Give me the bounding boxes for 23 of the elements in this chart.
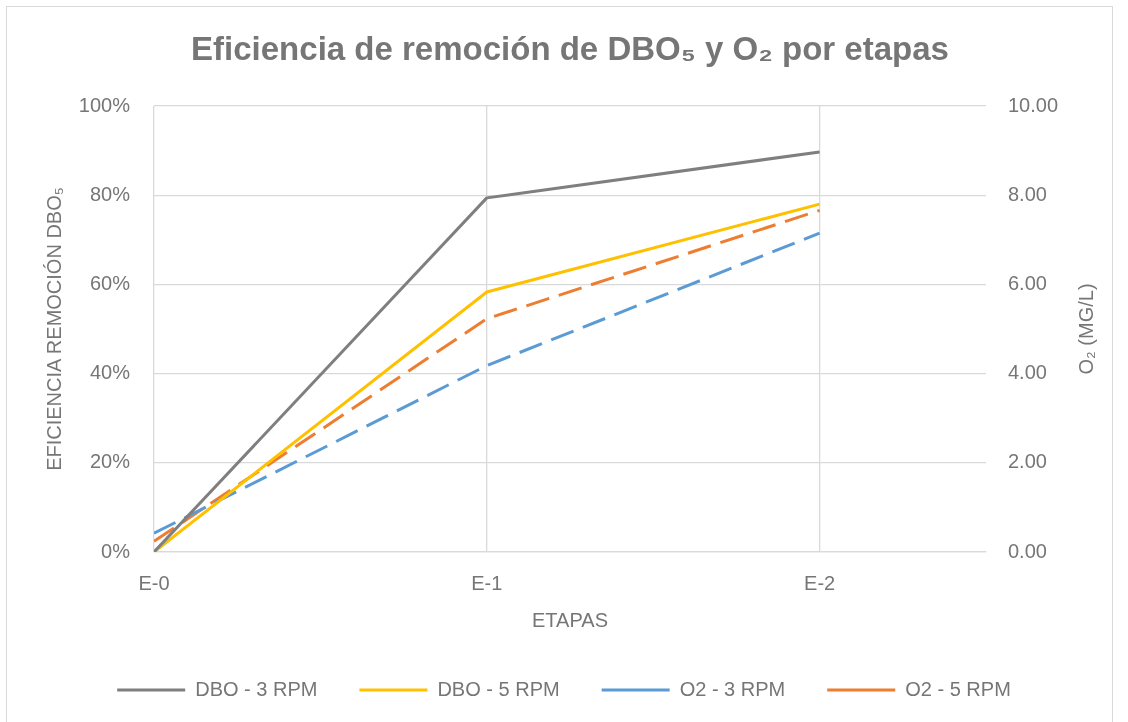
x-axis-title: ETAPAS bbox=[532, 608, 608, 631]
y2-tick-label: 8.00 bbox=[1008, 182, 1047, 205]
legend-label: O2 - 5 RPM bbox=[905, 677, 1011, 700]
y-tick-label: 40% bbox=[89, 361, 131, 384]
y2-tick-label: 10.00 bbox=[1008, 93, 1059, 116]
x-tick-label: E-0 bbox=[138, 571, 170, 594]
y-tick-label: 60% bbox=[89, 271, 131, 294]
y-tick-label: 100% bbox=[78, 93, 131, 116]
y-tick-label: 0% bbox=[101, 539, 131, 562]
y-tick-label: 20% bbox=[89, 450, 131, 473]
legend-label: DBO - 5 RPM bbox=[437, 677, 560, 700]
y2-tick-label: 6.00 bbox=[1008, 271, 1047, 294]
y2-tick-label: 0.00 bbox=[1008, 539, 1047, 562]
chart-title: Eficiencia de remoción de DBO₅ y O₂ por etapas bbox=[191, 30, 949, 68]
x-tick-label: E-2 bbox=[804, 571, 836, 594]
y2-tick-label: 2.00 bbox=[1008, 450, 1047, 473]
y-tick-label: 80% bbox=[89, 182, 131, 205]
y2-tick-label: 4.00 bbox=[1008, 361, 1047, 384]
y2-axis-title: O₂ (MG/L) bbox=[1074, 283, 1097, 375]
legend-label: DBO - 3 RPM bbox=[195, 677, 318, 700]
legend-label: O2 - 3 RPM bbox=[679, 677, 786, 700]
y-axis-title: EFICIENCIA REMOCIÓN DBO₅ bbox=[42, 187, 65, 471]
x-tick-label: E-1 bbox=[471, 571, 503, 594]
